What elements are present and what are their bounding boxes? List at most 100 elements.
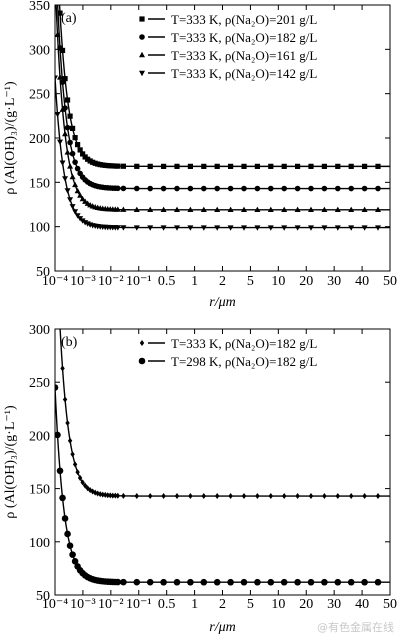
data-point — [187, 185, 194, 192]
data-point — [69, 150, 76, 157]
data-point — [214, 163, 220, 169]
data-point — [214, 225, 221, 231]
data-point — [75, 142, 81, 148]
x-tick-label: 10⁻¹ — [126, 597, 152, 612]
data-point — [147, 206, 154, 213]
data-point — [200, 206, 207, 213]
data-point — [187, 225, 194, 231]
data-point — [188, 493, 193, 500]
x-tick-label: 50 — [383, 597, 397, 612]
data-point — [120, 163, 126, 169]
data-point — [160, 163, 167, 169]
data-point — [67, 139, 73, 146]
data-point — [214, 493, 220, 500]
data-point — [294, 163, 301, 169]
y-tick-label: 100 — [29, 221, 50, 236]
data-point — [59, 47, 66, 54]
data-point — [115, 163, 121, 169]
y-tick-label: 250 — [29, 376, 50, 391]
y-tick-label: 300 — [29, 43, 50, 58]
x-tick-label: 10⁻³ — [70, 597, 96, 612]
data-point — [361, 578, 368, 586]
data-point — [67, 197, 74, 203]
data-point — [64, 124, 71, 131]
y-tick-label: 150 — [29, 176, 50, 191]
data-point — [64, 97, 71, 103]
x-tick-label: 10⁻⁴ — [42, 274, 68, 289]
data-point — [71, 558, 79, 565]
series-group — [55, 5, 390, 231]
x-tick-label: 30 — [327, 597, 341, 612]
data-point — [173, 206, 180, 213]
legend-entry: T=333 K, ρ(Na₂O)=201 g/L — [171, 12, 317, 27]
data-point — [60, 365, 65, 372]
data-point — [134, 493, 139, 500]
data-point — [374, 578, 382, 586]
legend-entry: T=333 K, ρ(Na₂O)=182 g/L — [171, 30, 317, 45]
data-point — [295, 493, 300, 500]
data-point — [72, 135, 78, 141]
data-point — [56, 467, 64, 475]
data-point — [254, 225, 261, 231]
y-tick-label: 100 — [29, 536, 50, 551]
data-point — [75, 469, 80, 476]
data-point — [174, 493, 180, 500]
data-point — [241, 493, 247, 500]
data-point — [308, 185, 314, 192]
data-point — [72, 159, 78, 165]
data-point — [268, 163, 274, 169]
y-tick-label: 200 — [29, 132, 50, 147]
data-point — [115, 185, 121, 192]
x-tick-label: 20 — [299, 274, 313, 289]
data-point — [67, 163, 74, 169]
data-point — [201, 493, 206, 500]
x-tick-label: 0.5 — [158, 597, 176, 612]
data-point — [227, 578, 234, 586]
data-point — [114, 578, 122, 586]
data-point — [361, 225, 368, 231]
y-axis-label: ρ (Al(OH)₃)/(g·L⁻¹) — [3, 81, 18, 195]
x-tick-label: 10⁻² — [98, 274, 124, 289]
data-point — [79, 218, 86, 224]
data-point — [267, 225, 274, 231]
data-point — [59, 494, 66, 502]
data-point — [374, 225, 381, 231]
legend-marker — [139, 34, 145, 40]
x-tick-label: 5 — [247, 597, 254, 612]
data-point — [228, 493, 233, 500]
data-point — [322, 493, 327, 500]
data-point — [335, 493, 340, 500]
data-point — [65, 420, 70, 427]
data-point — [227, 163, 234, 169]
legend-entry: T=333 K, ρ(Na₂O)=182 g/L — [171, 336, 317, 351]
panel-label: (b) — [61, 335, 78, 350]
data-point — [187, 163, 193, 169]
data-point — [74, 165, 81, 172]
data-point — [105, 492, 110, 499]
data-point — [62, 76, 68, 82]
y-tick-label: 250 — [29, 88, 50, 103]
data-point — [240, 206, 247, 213]
data-point — [308, 493, 314, 500]
data-point — [72, 181, 79, 188]
data-point — [173, 578, 181, 586]
data-point — [64, 188, 71, 194]
data-point — [281, 225, 288, 231]
data-point — [187, 206, 194, 213]
y-tick-label: 150 — [29, 483, 50, 498]
data-point — [55, 384, 59, 391]
data-point — [375, 493, 381, 500]
data-point — [120, 578, 127, 586]
data-point — [254, 163, 260, 169]
data-point — [173, 225, 180, 231]
data-point — [267, 578, 275, 586]
data-point — [55, 31, 61, 37]
legend-marker — [139, 16, 145, 22]
data-point — [114, 206, 121, 212]
y-tick-label: 50 — [36, 265, 50, 280]
data-point — [55, 431, 61, 439]
panel-label: (a) — [61, 11, 77, 26]
data-point — [347, 578, 355, 586]
data-point — [120, 225, 127, 231]
